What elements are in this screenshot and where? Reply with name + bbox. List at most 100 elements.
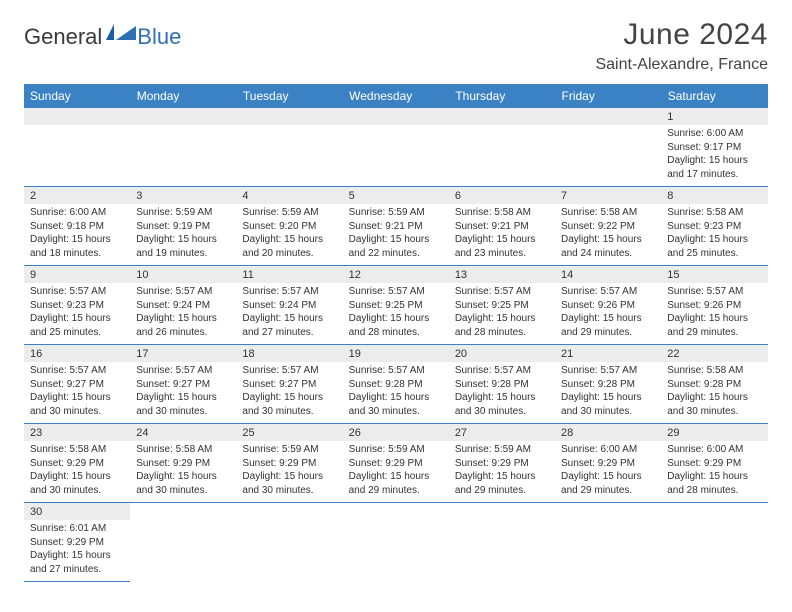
day-number-cell: 1 [661, 108, 767, 125]
day-number: 28 [561, 427, 573, 439]
day-content-cell: Sunrise: 5:58 AMSunset: 9:29 PMDaylight:… [130, 441, 236, 503]
sunrise-line: Sunrise: 5:58 AM [667, 206, 761, 220]
day-number-cell: 11 [236, 266, 342, 284]
sunset-line: Sunset: 9:23 PM [667, 220, 761, 234]
day-content-cell: Sunrise: 5:59 AMSunset: 9:29 PMDaylight:… [449, 441, 555, 503]
day-number-cell [449, 108, 555, 125]
day-number: 17 [136, 348, 148, 360]
day-number: 7 [561, 190, 567, 202]
day-content-cell: Sunrise: 6:00 AMSunset: 9:29 PMDaylight:… [555, 441, 661, 503]
sunset-line: Sunset: 9:29 PM [561, 457, 655, 471]
daylight-line: Daylight: 15 hours and 22 minutes. [349, 233, 443, 260]
logo: General Blue [24, 24, 181, 50]
daylight-line: Daylight: 15 hours and 30 minutes. [242, 391, 336, 418]
day-number-cell: 23 [24, 424, 130, 442]
daylight-line: Daylight: 15 hours and 25 minutes. [667, 233, 761, 260]
daylight-line: Daylight: 15 hours and 17 minutes. [667, 154, 761, 181]
day-number-cell [449, 503, 555, 521]
day-content-cell: Sunrise: 5:57 AMSunset: 9:28 PMDaylight:… [555, 362, 661, 424]
day-number-cell: 10 [130, 266, 236, 284]
day-number-cell: 12 [343, 266, 449, 284]
day-number-cell: 20 [449, 345, 555, 363]
day-content-cell: Sunrise: 5:59 AMSunset: 9:19 PMDaylight:… [130, 204, 236, 266]
day-number-cell [555, 108, 661, 125]
day-number: 19 [349, 348, 361, 360]
location-label: Saint-Alexandre, France [595, 56, 768, 74]
daylight-line: Daylight: 15 hours and 29 minutes. [667, 312, 761, 339]
daylight-line: Daylight: 15 hours and 27 minutes. [242, 312, 336, 339]
day-content-cell [343, 125, 449, 187]
sunrise-line: Sunrise: 6:00 AM [30, 206, 124, 220]
logo-text-general: General [24, 24, 102, 50]
sunrise-line: Sunrise: 6:01 AM [30, 522, 124, 536]
day-number-cell: 16 [24, 345, 130, 363]
daylight-line: Daylight: 15 hours and 30 minutes. [30, 470, 124, 497]
sunset-line: Sunset: 9:28 PM [349, 378, 443, 392]
day-content-cell [236, 520, 342, 582]
daylight-line: Daylight: 15 hours and 27 minutes. [30, 549, 124, 576]
daylight-line: Daylight: 15 hours and 30 minutes. [561, 391, 655, 418]
day-number-row: 30 [24, 503, 768, 521]
day-number: 23 [30, 427, 42, 439]
day-number-cell: 15 [661, 266, 767, 284]
day-content-row: Sunrise: 6:01 AMSunset: 9:29 PMDaylight:… [24, 520, 768, 582]
weekday-header-row: Sunday Monday Tuesday Wednesday Thursday… [24, 84, 768, 108]
day-number-cell [24, 108, 130, 125]
day-number-cell: 28 [555, 424, 661, 442]
day-content-cell [236, 125, 342, 187]
sunrise-line: Sunrise: 5:57 AM [455, 285, 549, 299]
day-content-cell [343, 520, 449, 582]
weekday-header: Saturday [661, 84, 767, 108]
day-number: 15 [667, 269, 679, 281]
daylight-line: Daylight: 15 hours and 30 minutes. [349, 391, 443, 418]
sunset-line: Sunset: 9:26 PM [667, 299, 761, 313]
day-number: 14 [561, 269, 573, 281]
day-content-cell: Sunrise: 5:57 AMSunset: 9:28 PMDaylight:… [449, 362, 555, 424]
day-number-cell: 8 [661, 187, 767, 205]
day-content-cell: Sunrise: 5:57 AMSunset: 9:27 PMDaylight:… [24, 362, 130, 424]
sunrise-line: Sunrise: 5:59 AM [136, 206, 230, 220]
sunset-line: Sunset: 9:21 PM [349, 220, 443, 234]
month-title: June 2024 [595, 18, 768, 52]
daylight-line: Daylight: 15 hours and 29 minutes. [349, 470, 443, 497]
sunrise-line: Sunrise: 5:58 AM [455, 206, 549, 220]
calendar-table: Sunday Monday Tuesday Wednesday Thursday… [24, 84, 768, 582]
sunset-line: Sunset: 9:29 PM [30, 457, 124, 471]
sunrise-line: Sunrise: 5:58 AM [561, 206, 655, 220]
day-content-cell [449, 125, 555, 187]
sunrise-line: Sunrise: 5:58 AM [667, 364, 761, 378]
sunset-line: Sunset: 9:23 PM [30, 299, 124, 313]
sunrise-line: Sunrise: 5:57 AM [349, 364, 443, 378]
sunrise-line: Sunrise: 5:59 AM [349, 206, 443, 220]
day-number-cell: 2 [24, 187, 130, 205]
day-content-row: Sunrise: 6:00 AMSunset: 9:17 PMDaylight:… [24, 125, 768, 187]
sunset-line: Sunset: 9:25 PM [455, 299, 549, 313]
daylight-line: Daylight: 15 hours and 19 minutes. [136, 233, 230, 260]
sunset-line: Sunset: 9:24 PM [242, 299, 336, 313]
daylight-line: Daylight: 15 hours and 30 minutes. [455, 391, 549, 418]
daylight-line: Daylight: 15 hours and 30 minutes. [30, 391, 124, 418]
sunset-line: Sunset: 9:29 PM [30, 536, 124, 550]
day-number-row: 9101112131415 [24, 266, 768, 284]
sunrise-line: Sunrise: 5:59 AM [455, 443, 549, 457]
daylight-line: Daylight: 15 hours and 28 minutes. [349, 312, 443, 339]
sunset-line: Sunset: 9:18 PM [30, 220, 124, 234]
day-number-cell [130, 503, 236, 521]
weekday-header: Thursday [449, 84, 555, 108]
day-number-cell [343, 503, 449, 521]
day-number-cell: 30 [24, 503, 130, 521]
sunset-line: Sunset: 9:29 PM [667, 457, 761, 471]
daylight-line: Daylight: 15 hours and 29 minutes. [455, 470, 549, 497]
day-number: 4 [242, 190, 248, 202]
sunrise-line: Sunrise: 5:59 AM [349, 443, 443, 457]
day-number-cell: 14 [555, 266, 661, 284]
day-content-cell: Sunrise: 5:59 AMSunset: 9:20 PMDaylight:… [236, 204, 342, 266]
day-number: 18 [242, 348, 254, 360]
day-number-row: 16171819202122 [24, 345, 768, 363]
sunset-line: Sunset: 9:29 PM [242, 457, 336, 471]
day-number: 11 [242, 269, 253, 281]
day-number: 12 [349, 269, 361, 281]
day-number: 10 [136, 269, 148, 281]
day-number: 21 [561, 348, 573, 360]
day-number-cell: 5 [343, 187, 449, 205]
